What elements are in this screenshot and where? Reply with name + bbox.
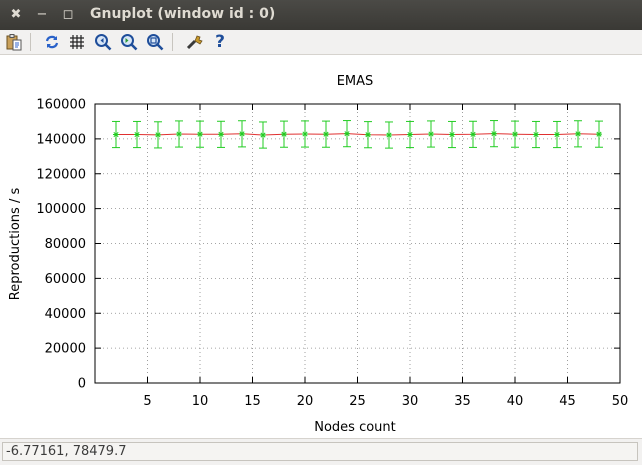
y-tick-label: 20000: [45, 342, 86, 357]
data-point: [281, 131, 287, 138]
data-point-marker: [239, 130, 245, 137]
data-point-marker: [197, 131, 203, 138]
x-tick-label: 30: [402, 394, 419, 409]
emas-chart: EMAS Reproductions / s Nodes count 0 2000…: [8, 74, 628, 435]
title-bar: ✖ − ◻ Gnuplot (window id : 0): [0, 0, 642, 30]
x-tick-label: 35: [454, 394, 471, 409]
data-point-marker: [134, 131, 140, 138]
data-point-marker: [449, 131, 455, 138]
y-tick-label: 140000: [36, 132, 86, 147]
data-point: [575, 130, 581, 137]
data-point: [512, 131, 518, 138]
data-point-marker: [323, 131, 329, 138]
y-tick-label: 60000: [45, 272, 86, 287]
data-point: [134, 131, 140, 138]
toolbar-separator: [30, 33, 31, 51]
y-tick-label: 0: [78, 377, 86, 392]
toolbar-separator: [172, 33, 173, 51]
data-point-marker: [512, 131, 518, 138]
data-point: [428, 130, 434, 137]
data-point-marker: [386, 132, 392, 139]
data-point: [113, 131, 119, 138]
x-tick-label: 25: [349, 394, 366, 409]
unzoom-icon[interactable]: [145, 32, 165, 52]
data-point-marker: [281, 131, 287, 138]
data-point: [302, 130, 308, 137]
data-point-marker: [491, 130, 497, 137]
data-point-marker: [533, 131, 539, 138]
status-bar: -6.77161, 78479.7: [0, 438, 642, 465]
data-point: [596, 131, 602, 138]
data-point-marker: [470, 131, 476, 138]
data-point-marker: [344, 130, 350, 137]
data-point: [533, 131, 539, 138]
y-axis-label: Reproductions / s: [8, 188, 23, 301]
data-point: [218, 131, 224, 138]
zoom-previous-icon[interactable]: [93, 32, 113, 52]
data-point: [407, 131, 413, 138]
data-point: [155, 131, 161, 138]
data-point: [323, 131, 329, 138]
data-point: [365, 131, 371, 138]
data-point-marker: [302, 130, 308, 137]
data-points: [113, 130, 602, 139]
x-tick-label: 40: [507, 394, 524, 409]
data-point-marker: [176, 130, 182, 137]
y-tick-label: 80000: [45, 237, 86, 252]
mouse-coordinates: -6.77161, 78479.7: [2, 442, 638, 461]
data-point: [554, 131, 560, 138]
x-tick-label: 10: [192, 394, 209, 409]
x-tick-label: 45: [559, 394, 576, 409]
grid-icon[interactable]: [67, 32, 87, 52]
data-point-marker: [365, 131, 371, 138]
y-tick-label: 160000: [36, 98, 86, 113]
x-tick-label: 50: [612, 394, 629, 409]
data-point-marker: [596, 131, 602, 138]
x-tick-label: 15: [244, 394, 261, 409]
preferences-icon[interactable]: [184, 32, 204, 52]
data-point-marker: [407, 131, 413, 138]
data-point: [491, 130, 497, 137]
help-icon[interactable]: ?: [215, 32, 225, 52]
axis-ticks: 0 20000 40000 60000 80000 100000 120000 140000 1…: [36, 98, 628, 410]
plot-frame: [94, 103, 621, 384]
clipboard-copy-icon[interactable]: [4, 32, 24, 52]
data-point: [197, 131, 203, 138]
data-point-marker: [155, 131, 161, 138]
replot-icon[interactable]: [42, 32, 62, 52]
data-point-marker: [554, 131, 560, 138]
y-tick-label: 120000: [36, 167, 86, 182]
chart-title: EMAS: [337, 74, 374, 89]
data-line: [116, 133, 600, 136]
window-title: Gnuplot (window id : 0): [90, 6, 276, 22]
series-line: [116, 133, 600, 136]
plot-area[interactable]: EMAS Reproductions / s Nodes count 0 2000…: [0, 55, 642, 438]
x-axis-label: Nodes count: [314, 420, 396, 435]
data-point-marker: [428, 130, 434, 137]
maximize-button[interactable]: ◻: [62, 7, 74, 22]
grid-lines: [95, 104, 620, 383]
toolbar: ?: [0, 30, 642, 55]
data-point: [176, 130, 182, 137]
data-point-marker: [260, 132, 266, 139]
x-tick-label: 5: [143, 394, 151, 409]
data-point-marker: [575, 130, 581, 137]
data-point: [260, 132, 266, 139]
y-tick-label: 100000: [36, 202, 86, 217]
minimize-button[interactable]: −: [36, 7, 48, 22]
data-point: [449, 131, 455, 138]
data-point: [386, 132, 392, 139]
data-point: [470, 131, 476, 138]
data-point-marker: [113, 131, 119, 138]
x-tick-label: 20: [297, 394, 314, 409]
y-tick-label: 40000: [45, 307, 86, 322]
close-button[interactable]: ✖: [10, 7, 22, 22]
data-point: [344, 130, 350, 137]
zoom-next-icon[interactable]: [119, 32, 139, 52]
data-point-marker: [218, 131, 224, 138]
data-point: [239, 130, 245, 137]
